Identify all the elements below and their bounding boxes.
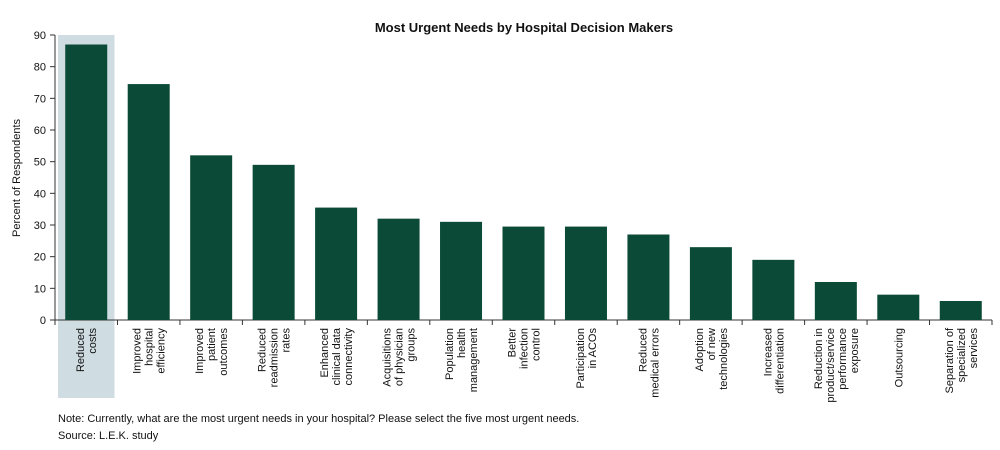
y-tick-label: 60 [34,125,46,137]
bar [315,207,358,320]
x-tick-label: Reduction inproduct/serviceperformanceex… [813,328,861,403]
y-tick-label: 50 [34,157,46,169]
y-axis-label: Percent of Respondents [11,118,23,237]
x-tick-label: Acquisitionsof physiciangroups [382,328,418,387]
bar [502,226,545,320]
x-tick-label: Reducedcosts [75,328,99,373]
x-tick-label: Outsourcing [893,328,905,387]
x-tick-label: Betterinfectioncontrol [507,328,543,369]
y-tick-label: 90 [34,30,46,42]
chart-title: Most Urgent Needs by Hospital Decision M… [375,20,673,35]
bar [627,234,670,320]
y-tick-label: 80 [34,62,46,74]
bar [190,155,233,320]
x-tick-label: Separation ofspecializedservices [944,327,980,393]
bar [252,164,295,320]
x-tick-label: Adoptionof newtechnologies [694,328,730,390]
y-tick-label: 70 [34,93,46,105]
x-tick-label: Populationhealthmanagement [444,328,480,392]
bar [939,301,982,320]
x-tick-label: Improvedpatientoutcomes [194,328,230,376]
x-tick-label: Enhancedclinical dataconnectivity [319,327,355,385]
bar [877,294,920,320]
bar [65,44,108,320]
x-tick-label: Increaseddifferentiation [762,328,786,394]
y-tick-label: 20 [34,252,46,264]
y-tick-label: 0 [40,315,46,327]
bar [752,259,795,320]
y-tick-label: 40 [34,188,46,200]
bar [564,226,607,320]
x-tick-label: Improvedhospitalefficiency [132,328,168,374]
x-tick-label: Participationin ACOs [575,328,599,389]
x-tick-label: Reducedmedical errors [637,328,661,398]
bar [377,218,420,320]
y-tick-label: 30 [34,220,46,232]
x-tick-label: Reducedreadmissionrates [257,328,293,388]
source: Source: L.E.K. study [58,430,159,442]
bar [440,221,483,320]
bar [689,247,732,320]
y-tick-label: 10 [34,283,46,295]
note: Note: Currently, what are the most urgen… [58,413,579,425]
bar [127,84,170,320]
bar [814,282,857,320]
